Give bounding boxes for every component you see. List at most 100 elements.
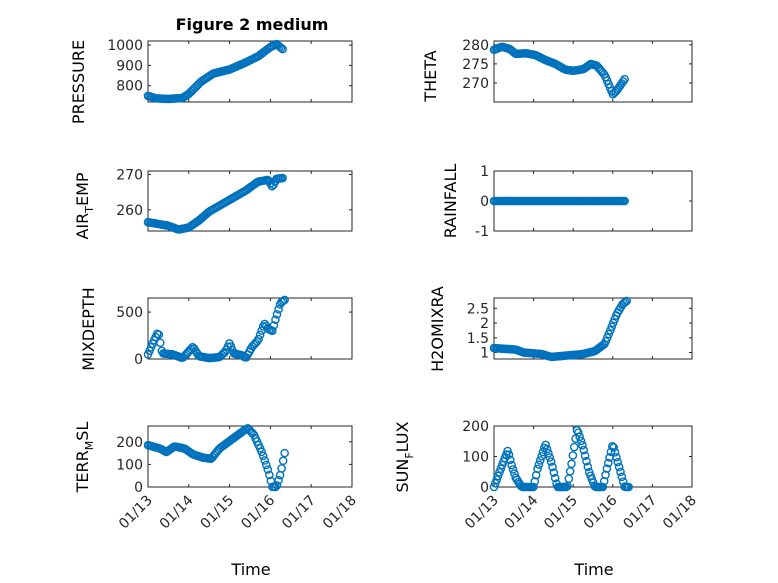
sun_flux-data-point	[610, 448, 620, 457]
sun_flux-axes-box	[493, 425, 693, 488]
mixdepth-data-point	[271, 315, 280, 325]
sun_flux-data-point	[601, 470, 610, 480]
sun_flux-data-point	[578, 440, 587, 450]
sun_flux-data-point	[569, 442, 579, 452]
pressure-ylabel: PRESSURE	[69, 40, 88, 124]
sun-flux-ylabel: SUNFLUX	[393, 421, 416, 492]
sun_flux-data-point	[617, 472, 627, 482]
sun_flux-data-point	[561, 482, 571, 492]
sun_flux-data-point	[531, 470, 541, 480]
terr_msl-data-point	[258, 451, 268, 461]
pressure-ytick-label: 800	[116, 79, 143, 95]
theta-axes: 270 275 280	[462, 38, 693, 103]
mixdepth-data-point	[268, 326, 277, 336]
theta-data-point	[618, 76, 628, 86]
sun_flux-data-point	[529, 482, 538, 492]
terr_msl-data-point	[274, 475, 283, 485]
mixdepth-axes: 0 500	[116, 295, 353, 368]
sun_flux-data-point	[530, 477, 540, 486]
rainfall-ylabel: RAINFALL	[441, 164, 460, 239]
sun_flux-data-point	[613, 457, 623, 467]
sun_flux-data-point	[576, 436, 586, 446]
theta-data-point	[620, 74, 629, 84]
air_temp-axes-box	[147, 170, 353, 232]
terr-msl-ylabel: TERRMSL	[73, 422, 96, 494]
sun_flux-data-point	[537, 451, 546, 461]
sun_flux-data-point	[508, 465, 518, 474]
sun_flux-data-point	[603, 458, 613, 468]
sun_flux-data-point	[580, 451, 590, 460]
terr_msl-ytick-label: 0	[134, 480, 143, 496]
sun_flux-data-point	[546, 457, 556, 466]
terr_msl-data-point	[263, 465, 273, 474]
sun_flux-data-point	[541, 440, 550, 450]
terr-msl-ylabel-rest: SL	[73, 422, 92, 441]
sun_flux-data-point	[583, 462, 593, 472]
sun_flux-data-point	[507, 460, 516, 470]
mixdepth-data-point	[155, 338, 165, 348]
terr_msl-data-point	[260, 456, 270, 465]
sun_flux-data-point	[506, 455, 515, 465]
terr_msl-data-point	[261, 460, 271, 470]
h2omixra-ytick-label: 1	[480, 346, 489, 362]
pressure-ytick-label: 900	[116, 58, 143, 74]
h2omixra-data-point	[620, 297, 630, 307]
pressure-ytick-label: 1000	[107, 38, 143, 54]
sun_flux-data-point	[542, 444, 552, 454]
sun_flux-data-point	[504, 450, 514, 459]
air-temp-ylabel: AIRTEMP	[73, 172, 96, 239]
mixdepth-data-point	[272, 309, 282, 319]
mixdepth-data-point	[254, 334, 263, 344]
air_temp-ytick-label: 260	[116, 203, 143, 219]
rainfall-axes: -1 0 1	[475, 164, 693, 240]
sun-flux-ylabel-sub: F	[403, 452, 416, 458]
mixdepth-data-point	[280, 295, 289, 305]
sun_flux-data-point	[609, 443, 618, 452]
mixdepth-data-point	[186, 344, 196, 354]
h2omixra-ytick-label: 1.5	[467, 331, 489, 347]
figure-title: Figure 2 medium	[176, 15, 329, 34]
pressure-data-point	[278, 44, 287, 54]
sun_flux-data-point	[582, 456, 591, 466]
h2omixra-ytick-label: 2	[480, 316, 489, 332]
rainfall-ytick-label: 1	[480, 164, 489, 180]
sun_flux-data-point	[535, 456, 545, 465]
mixdepth-ytick-label: 0	[134, 352, 143, 368]
pressure-data-point	[276, 43, 286, 53]
air-temp-ylabel-sub: T	[83, 206, 96, 214]
sun_flux-data-point	[545, 453, 555, 462]
terr_msl-data-point	[278, 456, 288, 466]
air_temp-data-point	[278, 173, 287, 183]
theta-ytick-label: 275	[462, 57, 489, 73]
sun_flux-data-point	[567, 459, 576, 469]
terr_msl-data-point	[265, 470, 274, 480]
air-temp-ylabel-rest: EMP	[73, 172, 92, 206]
terr_msl-data-point	[272, 481, 282, 490]
sun-flux-ylabel-rest: LUX	[393, 421, 412, 452]
mixdepth-data-point	[255, 330, 265, 340]
sun_flux-data-point	[575, 432, 584, 442]
theta-ytick-label: 280	[462, 38, 489, 54]
rainfall-ytick-label: 0	[480, 194, 489, 210]
sun_flux-data-point	[612, 452, 621, 462]
mixdepth-data-point	[226, 342, 236, 351]
sun_flux-data-point	[574, 428, 583, 437]
sun_flux-data-point	[550, 473, 560, 483]
air-temp-ylabel-main: AIR	[73, 213, 92, 240]
sun_flux-data-point	[602, 464, 612, 473]
sun_flux-data-point	[534, 460, 544, 469]
theta-ytick-label: 270	[462, 76, 489, 92]
mixdepth-data-point	[274, 305, 283, 314]
sun_flux-data-point	[549, 468, 559, 477]
rainfall-ytick-label: -1	[475, 224, 489, 240]
terr_msl-ytick-label: 200	[116, 435, 143, 451]
sun-flux-ylabel-main: SUN	[393, 459, 412, 493]
left-xlabel: Time	[230, 560, 270, 579]
sun_flux-data-point	[548, 462, 557, 472]
terr-msl-ylabel-main: TERR	[73, 450, 92, 493]
sun_flux-ytick-label: 100	[462, 450, 489, 466]
h2omixra-axes: 11.522.5	[467, 296, 693, 362]
mixdepth-data-point	[269, 321, 279, 330]
mixdepth-ylabel: MIXDEPTH	[79, 287, 98, 370]
air_temp-ytick-label: 270	[116, 168, 143, 184]
